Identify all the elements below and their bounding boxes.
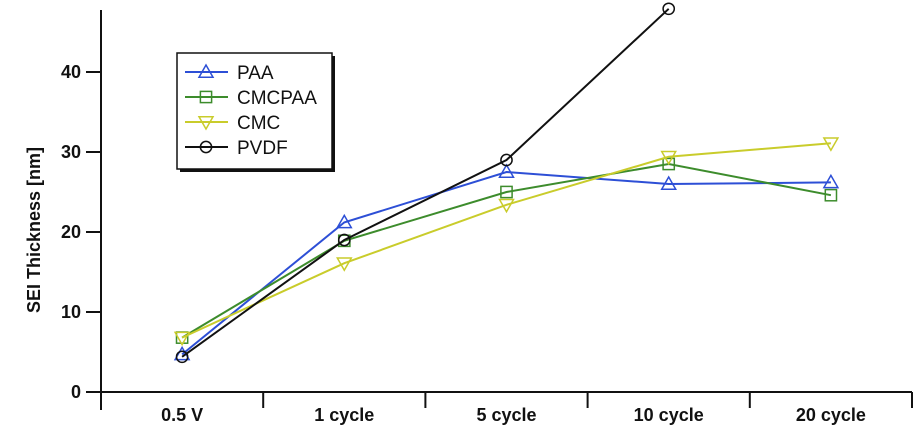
- y-tick-label: 20: [61, 222, 81, 242]
- legend-item: PAA: [185, 63, 274, 84]
- legend-label: CMCPAA: [237, 88, 317, 109]
- data-point-paa: [336, 213, 353, 229]
- data-point-paa: [822, 173, 840, 189]
- y-tick-label: 10: [61, 302, 81, 322]
- series-line-cmc: [181, 142, 831, 339]
- axes: 0 10 20 30 40 0.5 V 1 cycle 5 cycle 10 cycle 20 c…: [61, 10, 913, 425]
- data-point-cmcpaa: [500, 185, 513, 199]
- data-point-pvdf: [175, 350, 189, 364]
- x-tick-label: 0.5 V: [161, 405, 203, 425]
- series-line-paa: [181, 170, 831, 356]
- data-point-cmc: [173, 331, 191, 347]
- y-tick-label: 30: [61, 142, 81, 162]
- x-tick-label: 1 cycle: [314, 405, 374, 425]
- legend-item: CMCPAA: [185, 88, 317, 109]
- data-point-pvdf: [500, 153, 513, 167]
- data-point-paa: [498, 163, 515, 178]
- data-point-cmcpaa: [824, 188, 838, 202]
- series-layer: [173, 2, 840, 364]
- legend-marker-paa: [197, 63, 215, 78]
- data-point-pvdf: [662, 2, 676, 16]
- data-point-cmc: [660, 150, 677, 166]
- data-point-paa: [660, 175, 677, 190]
- y-tick-label: 0: [71, 382, 81, 402]
- series-line-cmcpaa: [181, 162, 832, 339]
- series-paa: [173, 163, 840, 361]
- y-tick-label: 40: [61, 62, 81, 82]
- y-axis-title: SEI Thickness [nm]: [24, 147, 44, 313]
- x-tick-label: 5 cycle: [476, 405, 536, 425]
- series-cmcpaa: [175, 157, 838, 344]
- data-point-pvdf: [337, 233, 351, 247]
- data-point-cmc: [336, 257, 353, 272]
- legend-label: CMC: [237, 113, 280, 134]
- x-tick-label: 10 cycle: [634, 405, 704, 425]
- legend-label: PAA: [237, 63, 274, 84]
- series-line-pvdf: [181, 8, 670, 358]
- data-point-cmcpaa: [662, 157, 676, 171]
- legend-item: PVDF: [185, 138, 288, 159]
- legend-marker-cmcpaa: [199, 90, 213, 104]
- legend-item: CMC: [185, 113, 280, 134]
- legend-marker-cmc: [197, 116, 215, 131]
- series-cmc: [173, 137, 840, 347]
- data-point-cmc: [822, 137, 840, 152]
- series-pvdf: [175, 2, 676, 364]
- legend-marker-pvdf: [199, 140, 213, 154]
- legend-label: PVDF: [237, 138, 288, 159]
- data-point-cmc: [498, 198, 515, 214]
- legend: PAA CMCPAA CMC PVDF: [176, 52, 335, 172]
- x-tick-label: 20 cycle: [796, 405, 866, 425]
